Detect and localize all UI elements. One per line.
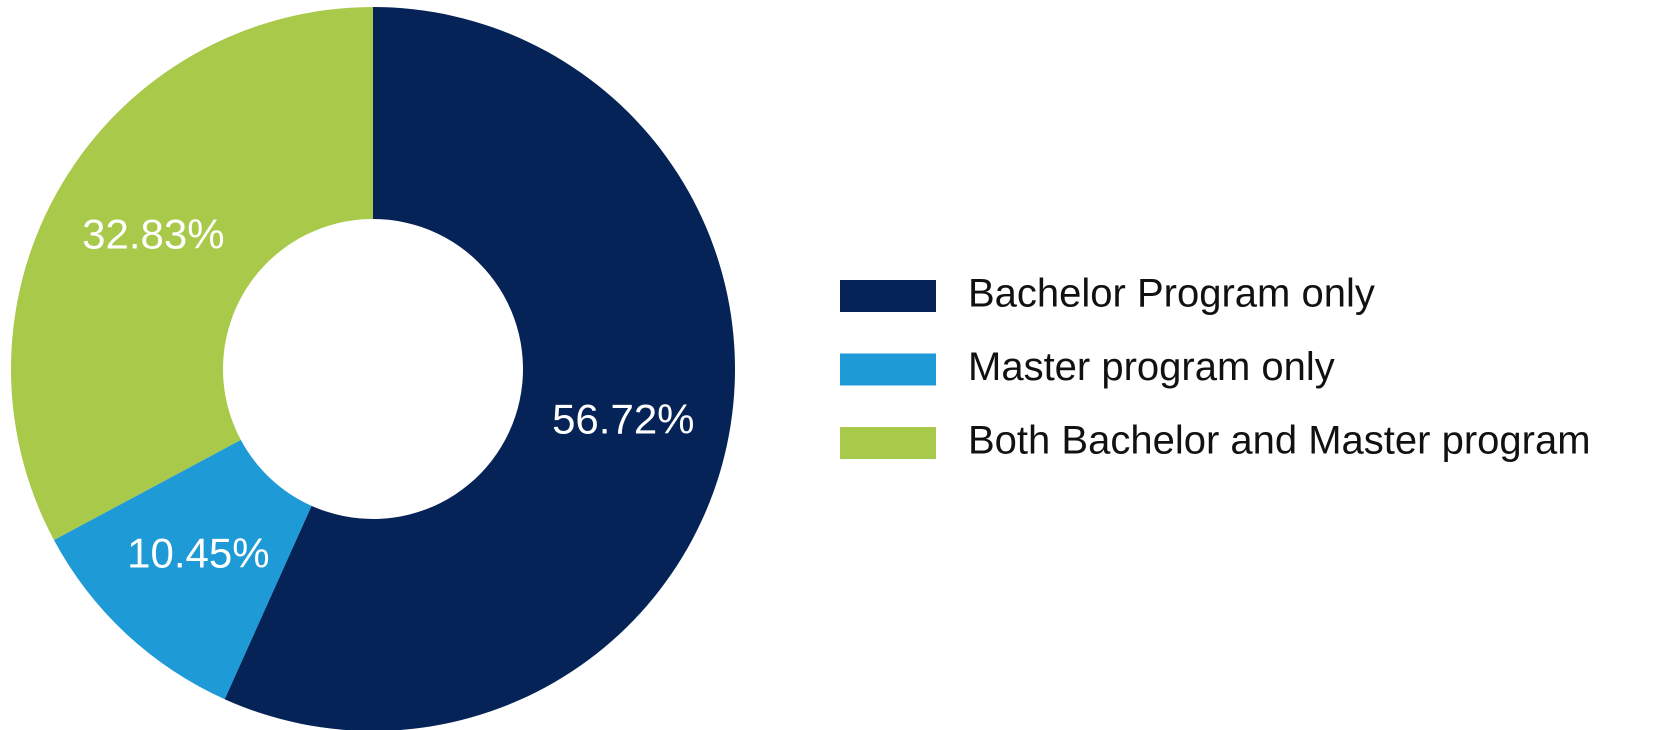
slice-label: 10.45% [127, 529, 269, 576]
legend-label: Both Bachelor and Master program [968, 419, 1591, 463]
legend-swatch [840, 353, 936, 386]
legend-swatch [840, 427, 936, 459]
slice-label: 56.72% [552, 396, 694, 443]
legend-label: Bachelor Program only [968, 272, 1375, 316]
donut-slice [53, 439, 312, 700]
legend-label: Master program only [968, 345, 1335, 389]
legend-swatch [840, 280, 936, 312]
slice-label: 32.83% [82, 211, 224, 258]
donut-slice [224, 7, 735, 730]
donut-slice [10, 7, 373, 540]
